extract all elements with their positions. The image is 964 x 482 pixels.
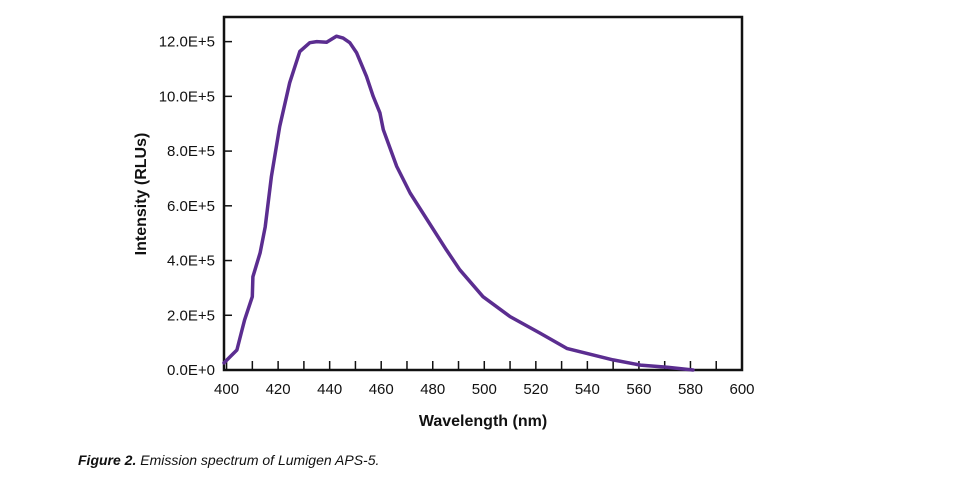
y-axis-title: Intensity (RLUs) xyxy=(133,133,150,256)
x-tick-label: 480 xyxy=(420,381,445,398)
caption-text: Emission spectrum of Lumigen APS-5. xyxy=(136,452,379,468)
x-axis-title: Wavelength (nm) xyxy=(419,413,547,430)
x-tick-label: 460 xyxy=(369,381,394,398)
x-tick-label: 440 xyxy=(317,381,342,398)
x-tick-label: 420 xyxy=(266,381,291,398)
series-line xyxy=(222,34,695,372)
x-tick-label: 500 xyxy=(472,381,497,398)
y-tick-label: 2.0E+5 xyxy=(167,307,215,324)
y-tick-label: 6.0E+5 xyxy=(167,198,215,215)
x-tick-label: 540 xyxy=(575,381,600,398)
plot-frame xyxy=(222,15,744,372)
x-tick-label: 520 xyxy=(523,381,548,398)
x-tick-label: 600 xyxy=(729,381,754,398)
y-tick-label: 8.0E+5 xyxy=(167,143,215,160)
x-tick-label: 580 xyxy=(678,381,703,398)
y-tick-label: 0.0E+0 xyxy=(167,362,215,379)
y-tick-label: 4.0E+5 xyxy=(167,253,215,270)
x-tick-label: 560 xyxy=(626,381,651,398)
figure-caption: Figure 2. Emission spectrum of Lumigen A… xyxy=(78,452,379,468)
x-tick-label: 400 xyxy=(214,381,239,398)
y-tick-label: 12.0E+5 xyxy=(159,34,215,51)
y-tick-label: 10.0E+5 xyxy=(159,88,215,105)
caption-label: Figure 2. xyxy=(78,452,136,468)
